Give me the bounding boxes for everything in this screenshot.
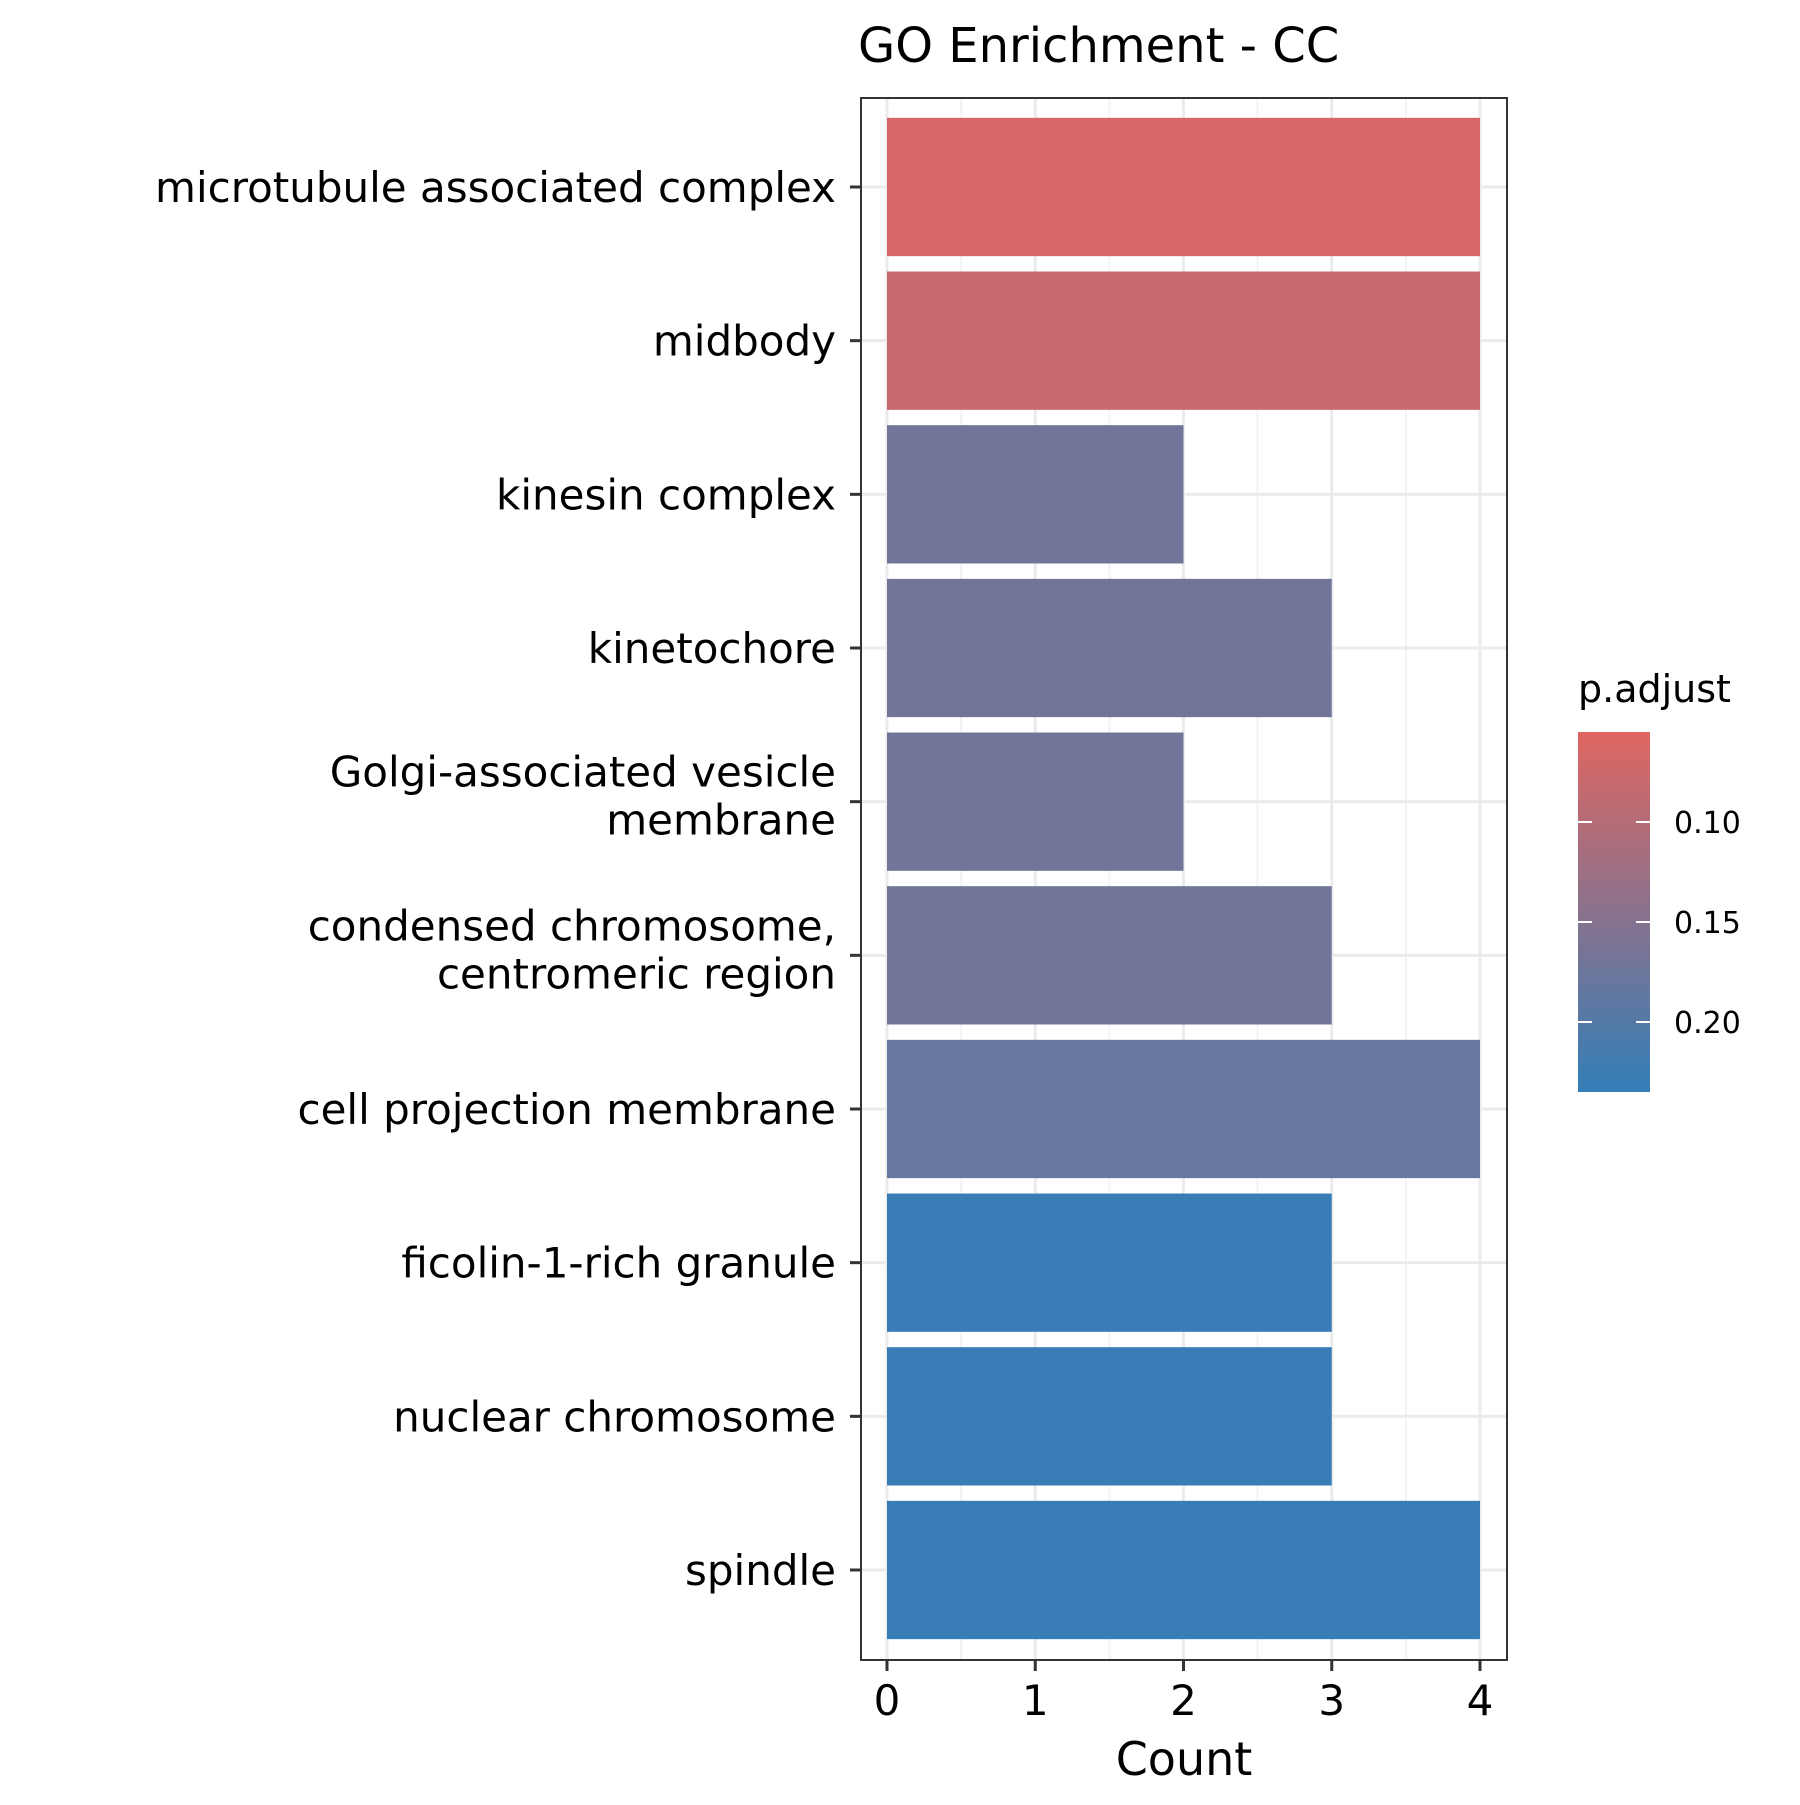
category-label-line: cell projection membrane <box>297 1085 836 1134</box>
bar <box>887 1193 1332 1332</box>
x-tick-label: 4 <box>1467 1676 1494 1725</box>
category-label: cell projection membrane <box>297 1085 836 1134</box>
category-label-line: spindle <box>685 1546 836 1595</box>
category-label-line: Golgi-associated vesicle <box>330 748 836 797</box>
x-tick-label: 3 <box>1318 1676 1345 1725</box>
x-axis-title: Count <box>1116 1732 1253 1786</box>
bar <box>887 425 1184 564</box>
bar <box>887 1039 1480 1179</box>
chart-title: GO Enrichment - CC <box>858 18 1339 74</box>
bar <box>887 117 1480 257</box>
x-tick-label: 2 <box>1170 1676 1197 1725</box>
bar <box>887 1500 1480 1640</box>
legend-tick-label: 0.20 <box>1674 1006 1741 1041</box>
legend-colorbar <box>1578 732 1650 1092</box>
category-label: kinesin complex <box>496 470 836 519</box>
category-label: condensed chromosome, centromeric region <box>308 901 836 998</box>
category-label-line: ficolin-1-rich granule <box>401 1239 836 1288</box>
legend-title: p.adjust <box>1578 667 1731 711</box>
category-label-line: centromeric region <box>437 949 836 998</box>
category-label-line: kinetochore <box>588 624 836 673</box>
bar <box>887 732 1184 871</box>
x-tick-label: 1 <box>1022 1676 1049 1725</box>
category-label-line: midbody <box>653 317 836 366</box>
bar <box>887 578 1332 718</box>
category-label-line: membrane <box>606 796 836 845</box>
x-tick-label: 0 <box>874 1676 901 1725</box>
category-label-line: nuclear chromosome <box>393 1392 836 1441</box>
category-label: ficolin-1-rich granule <box>401 1239 836 1288</box>
legend-tick-label: 0.15 <box>1674 906 1741 941</box>
x-axis: 0 1 2 3 4 <box>874 1660 1494 1725</box>
category-label: Golgi-associated vesicle membrane <box>330 748 836 845</box>
category-label-line: microtubule associated complex <box>155 163 836 212</box>
bar <box>887 1347 1332 1486</box>
bar-layer <box>887 117 1480 1640</box>
bar <box>887 271 1480 410</box>
category-label: kinetochore <box>588 624 836 673</box>
category-label: midbody <box>653 317 836 366</box>
category-label: microtubule associated complex <box>155 163 836 212</box>
category-label-line: kinesin complex <box>496 470 836 519</box>
category-label-line: condensed chromosome, <box>308 901 836 950</box>
legend-tick-label: 0.10 <box>1674 806 1741 841</box>
y-axis: microtubule associated complex midbody kin… <box>155 163 861 1595</box>
category-label: spindle <box>685 1546 836 1595</box>
color-legend: p.adjust 0.10 0.15 0.20 <box>1578 667 1741 1092</box>
category-label: nuclear chromosome <box>393 1392 836 1441</box>
bar <box>887 886 1332 1025</box>
